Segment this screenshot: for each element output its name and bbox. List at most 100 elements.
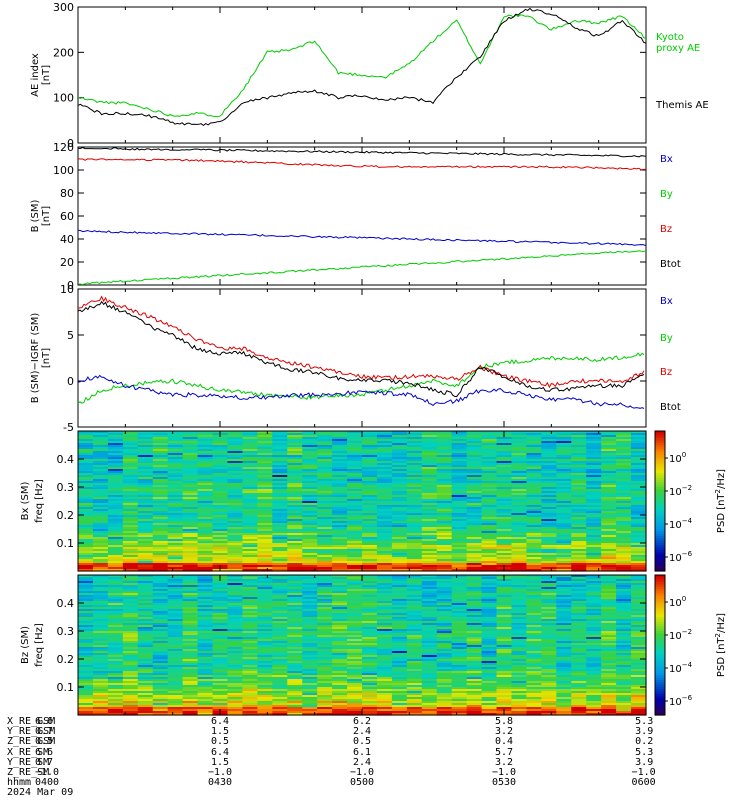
spectrogram-cell xyxy=(137,521,154,524)
spectrogram-cell xyxy=(601,605,617,608)
spectrogram-cell xyxy=(182,475,199,478)
spectrogram-cell xyxy=(347,545,363,548)
spectrogram-cell xyxy=(182,457,199,460)
spectrogram-cell xyxy=(152,575,169,578)
spectrogram-cell xyxy=(541,657,557,660)
spectrogram-cell xyxy=(272,673,288,676)
spectrogram-cell xyxy=(257,669,273,672)
spectrogram-cell xyxy=(451,467,468,470)
spectrogram-cell xyxy=(242,645,258,648)
spectrogram-cell xyxy=(362,433,378,436)
spectrogram-cell xyxy=(257,433,273,436)
spectrogram-cell xyxy=(167,483,184,486)
spectrogram-cell xyxy=(631,629,647,632)
spectrogram-cell xyxy=(242,673,258,676)
spectrogram-cell xyxy=(571,565,587,568)
spectrogram-cell xyxy=(152,537,169,540)
spectrogram-cell xyxy=(556,649,572,652)
spectrogram-cell xyxy=(197,601,214,604)
spectrogram-cell xyxy=(272,481,288,484)
spectrogram-cell xyxy=(212,487,229,490)
legend-label: Themis AE xyxy=(655,100,709,111)
spectrogram-cell xyxy=(107,669,124,672)
spectrogram-cell xyxy=(317,507,333,510)
spectrogram-cell xyxy=(92,481,109,484)
spectrogram-cell xyxy=(182,439,199,442)
spectrogram-cell xyxy=(511,667,528,670)
spectrogram-cell xyxy=(347,649,363,652)
spectrogram-cell xyxy=(541,673,557,676)
spectrogram-cell xyxy=(481,435,498,438)
spectrogram-cell xyxy=(272,557,288,560)
spectrogram-cell xyxy=(242,431,258,434)
spectrogram-cell xyxy=(511,617,528,620)
spectrogram-cell xyxy=(92,667,109,670)
spectrogram-cell xyxy=(362,553,378,556)
spectrogram-cell xyxy=(347,643,363,646)
spectrogram-cell xyxy=(421,479,438,482)
spectrogram-cell xyxy=(212,603,229,606)
spectrogram-cell xyxy=(227,679,244,682)
spectrogram-cell xyxy=(436,627,453,630)
spectrogram-cell xyxy=(287,683,303,686)
spectrogram-cell xyxy=(317,529,333,532)
spectrogram-cell xyxy=(257,455,273,458)
spectrogram-cell xyxy=(391,559,408,562)
spectrogram-cell xyxy=(481,623,498,626)
spectrogram-cell xyxy=(616,509,632,512)
spectrogram-cell xyxy=(451,641,468,644)
spectrogram-cell xyxy=(406,623,423,626)
spectrogram-cell xyxy=(601,463,617,466)
spectrogram-cell xyxy=(92,501,109,504)
spectrogram-cell xyxy=(227,539,244,542)
spectrogram-cell xyxy=(526,545,542,548)
spectrogram-cell xyxy=(541,433,557,436)
spectrogram-cell xyxy=(107,493,124,496)
spectrogram-cell xyxy=(526,597,542,600)
spectrogram-cell xyxy=(197,485,214,488)
spectrogram-cell xyxy=(272,569,288,572)
spectrogram-cell xyxy=(212,585,229,588)
spectrogram-cell xyxy=(451,651,468,654)
spectrogram-cell xyxy=(227,661,244,664)
spectrogram-cell xyxy=(302,453,318,456)
spectrogram-cell xyxy=(451,495,468,498)
spectrogram-cell xyxy=(466,637,483,640)
spectrogram-cell xyxy=(541,617,557,620)
spectrogram-cell xyxy=(227,533,244,536)
spectrogram-cell xyxy=(496,635,513,638)
spectrogram-cell xyxy=(571,487,587,490)
spectrogram-cell xyxy=(152,597,169,600)
spectrogram-cell xyxy=(541,559,557,562)
spectrogram-cell xyxy=(481,489,498,492)
spectrogram-cell xyxy=(616,459,632,462)
colorbar-cell xyxy=(655,484,665,488)
spectrogram-cell xyxy=(242,671,258,674)
spectrogram-cell xyxy=(122,625,139,628)
spectrogram-cell xyxy=(317,437,333,440)
spectrogram-cell xyxy=(571,605,587,608)
spectrogram-cell xyxy=(167,499,184,502)
spectrogram-cell xyxy=(406,655,423,658)
spectrogram-cell xyxy=(137,437,154,440)
spectrogram-cell xyxy=(391,533,408,536)
spectrogram-cell xyxy=(511,513,528,516)
spectrogram-cell xyxy=(317,673,333,676)
spectrogram-cell xyxy=(137,507,154,510)
spectrogram-cell xyxy=(287,569,303,572)
spectrogram-cell xyxy=(122,569,139,572)
spectrogram-cell xyxy=(421,495,438,498)
spectrogram-cell xyxy=(212,559,229,562)
spectrogram-cell xyxy=(317,577,333,580)
spectrogram-cell xyxy=(287,437,303,440)
spectrogram-cell xyxy=(511,491,528,494)
spectrogram-cell xyxy=(511,487,528,490)
spectrogram-cell xyxy=(257,523,273,526)
spectrogram-cell xyxy=(466,505,483,508)
spectrogram-cell xyxy=(586,559,602,562)
spectrogram-cell xyxy=(421,621,438,624)
spectrogram-cell xyxy=(197,493,214,496)
spectrogram-cell xyxy=(272,519,288,522)
spectrogram-cell xyxy=(406,627,423,630)
spectrogram-cell xyxy=(167,563,184,566)
